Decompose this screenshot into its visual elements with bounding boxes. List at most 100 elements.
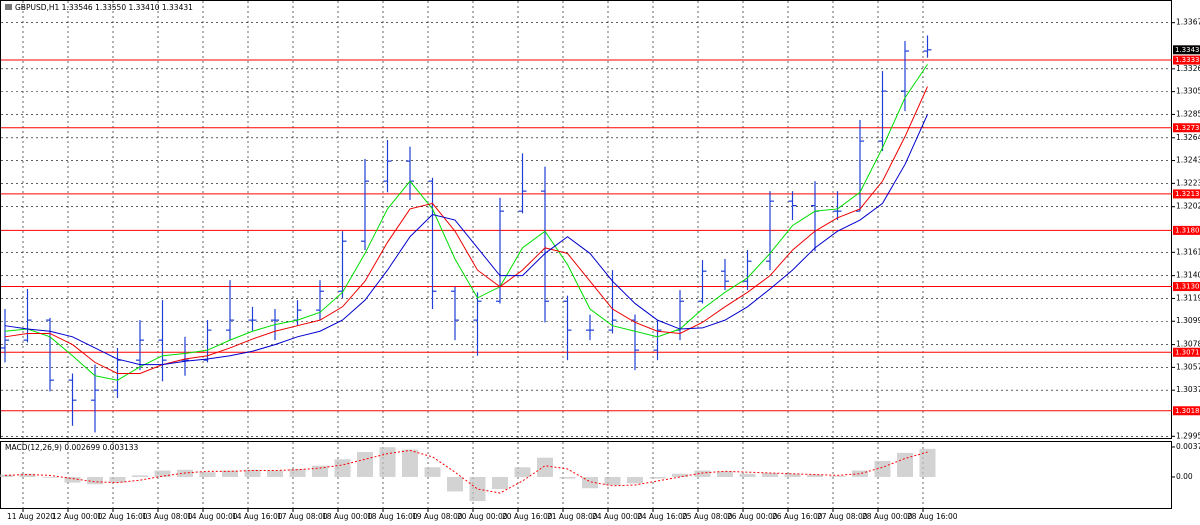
x-tick-label: 27 Aug 08:00 (817, 512, 868, 521)
macd-bar (514, 467, 531, 477)
x-tick-label: 28 Aug 16:00 (907, 512, 958, 521)
macd-bar (829, 476, 846, 477)
macd-bar (154, 470, 171, 477)
level-label: 1.32135 (1175, 190, 1200, 198)
y-tick-label: 1.31195 (1176, 293, 1200, 302)
level-label-box (1173, 347, 1200, 357)
y-tick-label: 1.32230 (1176, 178, 1200, 187)
x-tick-label: 20 Aug 16:00 (502, 512, 553, 521)
level-label: 1.31302 (1175, 283, 1200, 291)
y-tick-label: 1.33055 (1176, 87, 1200, 96)
macd-bar (852, 470, 868, 477)
x-tick-label: 14 Aug 16:00 (232, 512, 283, 521)
main-frame (0, 0, 1172, 439)
current-price-label: 1.33431 (1175, 46, 1200, 54)
macd-bar (694, 470, 711, 477)
x-tick-label: 26 Aug 16:00 (772, 512, 823, 521)
y-tick-label: 0.00 (1176, 472, 1193, 481)
x-tick-label: 24 Aug 00:00 (592, 512, 643, 521)
x-tick-label: 17 Aug 08:00 (277, 512, 328, 521)
y-tick-label: 1.33675 (1176, 18, 1200, 27)
level-label: 1.32730 (1175, 124, 1200, 132)
macd-signal (4, 449, 928, 494)
y-tick-label: 1.31610 (1176, 247, 1200, 256)
macd-bar (42, 476, 58, 478)
macd-bar (469, 476, 486, 502)
x-tick-label: 18 Aug 16:00 (367, 512, 418, 521)
macd-bar (492, 476, 508, 490)
macd-bar (537, 457, 553, 477)
macd-bar (267, 470, 283, 477)
x-tick-label: 25 Aug 08:00 (682, 512, 733, 521)
x-tick-label: 11 Aug 2020 (7, 512, 55, 521)
macd-bar (739, 473, 756, 477)
level-label-box (1173, 406, 1200, 416)
macd-bar (604, 476, 621, 486)
x-tick-label: 18 Aug 00:00 (322, 512, 373, 521)
level-label: 1.31807 (1175, 226, 1200, 234)
x-tick-label: 12 Aug 00:00 (52, 512, 103, 521)
macd-bar (582, 476, 598, 489)
macd-title: MACD(12,26,9) 0.002699 0.003133 (5, 443, 139, 452)
y-tick-label: 1.32640 (1176, 133, 1200, 142)
moving-average (4, 114, 928, 366)
level-label-box (1173, 123, 1200, 133)
y-tick-label: 1.32020 (1176, 202, 1200, 211)
macd-bar (64, 476, 81, 483)
macd-bar (807, 474, 823, 477)
macd-bar (289, 468, 306, 477)
x-tick-label: 21 Aug 08:00 (547, 512, 598, 521)
macd-bar (424, 467, 441, 477)
macd-bar (919, 448, 936, 477)
y-tick-label: 1.29955 (1176, 431, 1200, 440)
macd-bar (627, 476, 643, 484)
level-label-box (1173, 282, 1200, 292)
macd-bar (402, 449, 418, 477)
macd-bar (559, 476, 576, 479)
current-price-box (1173, 45, 1200, 55)
level-label-box (1173, 189, 1200, 199)
macd-bar (762, 472, 778, 477)
macd-bar (19, 473, 36, 477)
x-tick-label: 13 Aug 08:00 (142, 512, 193, 521)
level-label-box (1173, 55, 1200, 65)
y-tick-label: 1.30575 (1176, 362, 1200, 371)
x-tick-label: 26 Aug 00:00 (727, 512, 778, 521)
macd-bar (672, 473, 688, 477)
moving-average (4, 86, 928, 375)
y-tick-label: 1.30780 (1176, 340, 1200, 349)
y-tick-label: 1.30990 (1176, 316, 1200, 325)
y-tick-label: 1.30370 (1176, 385, 1200, 394)
macd-bar (447, 476, 463, 492)
macd-bar (87, 476, 103, 485)
macd-bar (132, 475, 148, 477)
macd-bar (334, 459, 351, 477)
macd-bar (357, 452, 373, 477)
x-tick-label: 20 Aug 00:00 (457, 512, 508, 521)
macd-frame (0, 441, 1172, 509)
x-tick-label: 12 Aug 16:00 (97, 512, 148, 521)
macd-bar (312, 465, 328, 477)
macd-bar (222, 470, 238, 477)
level-label-box (1173, 225, 1200, 235)
macd-bar (897, 452, 913, 477)
macd-bar (109, 476, 126, 483)
y-tick-label: 1.31400 (1176, 271, 1200, 280)
macd-bar (379, 447, 396, 477)
macd-bar (784, 473, 801, 477)
y-tick-label: 1.32850 (1176, 109, 1200, 118)
y-tick-label: 0.003732 (1176, 442, 1200, 451)
y-tick-label: 1.32435 (1176, 156, 1200, 165)
x-tick-label: 14 Aug 00:00 (187, 512, 238, 521)
macd-bar (717, 471, 733, 477)
macd-bar (199, 472, 216, 477)
chart-title: GBPUSD,H1 1.33546 1.33550 1.33410 1.3343… (15, 3, 193, 12)
x-tick-label: 24 Aug 16:00 (637, 512, 688, 521)
moving-average (4, 64, 928, 381)
level-label: 1.30185 (1175, 407, 1200, 415)
macd-bar (874, 460, 891, 477)
macd-bar (244, 469, 261, 477)
macd-bar (649, 476, 666, 479)
